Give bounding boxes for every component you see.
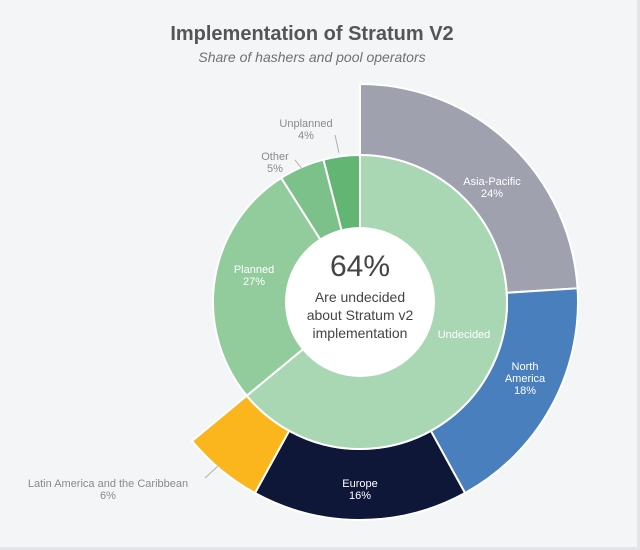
center-text-line-1: Are undecided xyxy=(315,289,405,305)
outer-label-europe: Europe 16% xyxy=(342,478,377,502)
chart-title: Implementation of Stratum V2 xyxy=(170,23,453,45)
leader-lines xyxy=(204,134,340,479)
center-value: 64% xyxy=(330,250,390,283)
center-text-line-3: implementation xyxy=(313,325,408,341)
outer-label-north-america: North America 18% xyxy=(505,361,546,397)
inner-label-planned: Planned 27% xyxy=(234,264,274,288)
center-text-line-2: about Stratum v2 xyxy=(307,307,414,323)
frame-edge-right xyxy=(637,0,640,550)
chart-subtitle: Share of hashers and pool operators xyxy=(198,49,425,65)
outer-label-asia-pacific: Asia-Pacific 24% xyxy=(463,176,521,200)
outer-ring xyxy=(190,82,579,521)
outer-label-latin-america-and-the-caribbean: Latin America and the Caribbean 6% xyxy=(28,478,188,502)
leader-unplanned xyxy=(334,134,340,154)
inner-label-undecided: Undecided xyxy=(438,329,491,341)
inner-label-other: Other 5% xyxy=(261,151,289,175)
leader-latin-america xyxy=(204,465,219,479)
center-hole xyxy=(285,227,435,377)
leader-other xyxy=(294,159,304,171)
frame-edge-bottom xyxy=(0,547,640,550)
inner-label-unplanned: Unplanned 4% xyxy=(279,118,332,142)
slice-labels: Asia-Pacific 24% North America 18% Europe 16% L… xyxy=(28,118,546,502)
inner-slice-planned xyxy=(212,176,362,398)
